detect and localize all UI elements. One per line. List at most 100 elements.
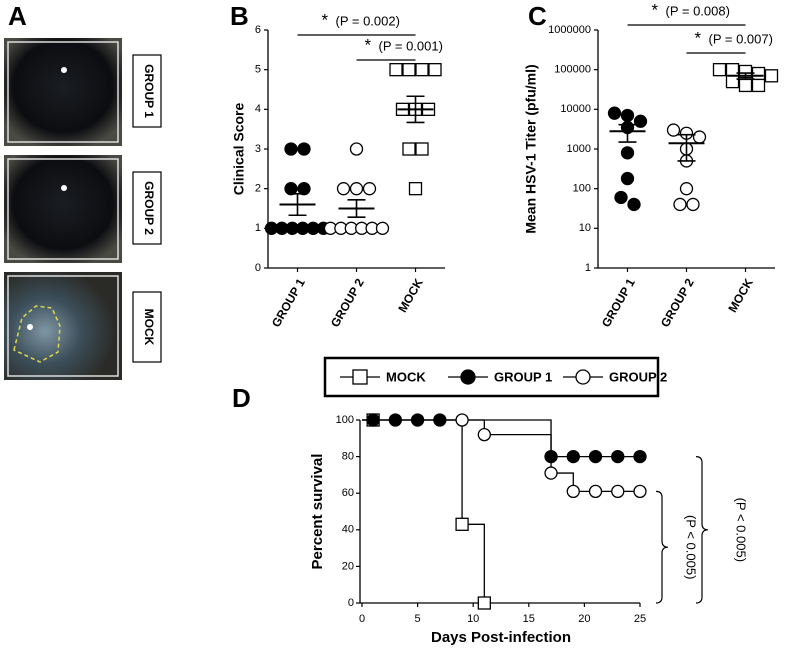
marker [349, 182, 364, 196]
y-axis-label: Mean HSV-1 Titer (pfu/ml) [523, 64, 539, 233]
significance-star: * [365, 35, 372, 54]
legend-marker [352, 369, 368, 385]
significance-star: * [695, 28, 702, 47]
marker [611, 484, 625, 499]
eye-photo [4, 155, 122, 263]
marker [410, 413, 425, 427]
marker [284, 142, 298, 156]
marker [415, 142, 429, 156]
marker [388, 413, 403, 427]
marker [692, 130, 707, 144]
marker [284, 182, 298, 196]
legend-marker [575, 369, 591, 385]
marker [620, 171, 635, 186]
y-tick-label: 1000 [567, 143, 591, 155]
marker [566, 484, 580, 499]
y-tick-label: 10 [579, 222, 591, 234]
marker [544, 466, 558, 480]
marker [297, 182, 311, 196]
marker [433, 413, 447, 427]
panel-letter: A [8, 1, 27, 31]
marker [366, 413, 380, 427]
marker [686, 197, 700, 212]
significance-star: * [652, 0, 659, 19]
label-box [132, 54, 162, 128]
marker [620, 108, 635, 123]
marker [455, 517, 469, 531]
x-tick-label: GROUP 1 [269, 276, 308, 330]
eye-photo [4, 38, 122, 146]
marker [712, 63, 727, 77]
eye-photo [4, 272, 122, 380]
x-tick-label: 20 [578, 613, 590, 625]
marker [402, 63, 416, 77]
x-tick-label: 25 [634, 613, 646, 625]
step-line [439, 419, 552, 457]
group-label: GROUP 1 [142, 64, 156, 118]
marker [477, 596, 491, 610]
panel-letter: D [232, 383, 251, 413]
p-value-label: (P < 0.005) [684, 515, 699, 579]
y-axis-label: Percent survival [309, 454, 326, 570]
marker [738, 78, 753, 93]
marker [362, 182, 377, 196]
x-tick-label: MOCK [725, 276, 756, 315]
x-tick-label: 10 [467, 613, 479, 625]
step-line [484, 433, 552, 474]
marker [620, 146, 635, 160]
x-tick-label: GROUP 1 [599, 276, 638, 330]
panel-letter: C [528, 1, 547, 31]
x-axis-label: Days Post-infection [431, 629, 571, 646]
p-value-label: (P < 0.005) [734, 498, 749, 562]
x-tick-label: 5 [415, 613, 421, 625]
marker [614, 190, 628, 205]
marker [725, 74, 740, 89]
p-value-label: (P = 0.008) [666, 3, 730, 18]
y-tick-label: 5 [255, 64, 261, 76]
p-value-label: (P = 0.007) [709, 31, 773, 46]
step-line [373, 419, 463, 525]
marker [408, 182, 423, 196]
marker [611, 449, 625, 464]
marker [627, 197, 641, 212]
marker [477, 427, 491, 442]
legend-label: MOCK [386, 369, 426, 384]
marker [679, 182, 694, 196]
marker [764, 69, 779, 83]
step-line [462, 523, 485, 603]
p-value-label: (P = 0.002) [336, 13, 400, 28]
marker [428, 63, 442, 77]
marker [415, 63, 429, 77]
y-tick-label: 80 [342, 451, 354, 463]
marker [544, 449, 558, 464]
marker [336, 182, 351, 196]
x-tick-label: MOCK [395, 276, 426, 315]
marker [349, 142, 364, 156]
p-value-label: (P = 0.001) [379, 38, 443, 53]
marker [455, 413, 469, 427]
legend-label: GROUP 1 [494, 369, 552, 384]
x-tick-label: 15 [523, 613, 535, 625]
legend-marker [460, 369, 476, 385]
y-tick-label: 40 [342, 524, 354, 536]
marker [633, 484, 647, 499]
y-tick-label: 20 [342, 560, 354, 572]
panel-letter: B [230, 1, 249, 31]
y-tick-label: 0 [255, 262, 261, 274]
y-axis-label: Clinical Score [231, 102, 247, 195]
marker [673, 197, 687, 212]
marker [297, 142, 311, 156]
marker [402, 142, 416, 156]
marker [566, 449, 580, 464]
marker [389, 63, 403, 77]
x-tick-label: GROUP 2 [658, 276, 697, 330]
marker [607, 106, 622, 120]
y-tick-label: 100 [573, 183, 591, 195]
y-tick-label: 1000000 [548, 24, 591, 36]
y-tick-label: 3 [255, 143, 261, 155]
marker [375, 221, 390, 235]
label-box [132, 291, 162, 363]
marker [633, 449, 647, 464]
